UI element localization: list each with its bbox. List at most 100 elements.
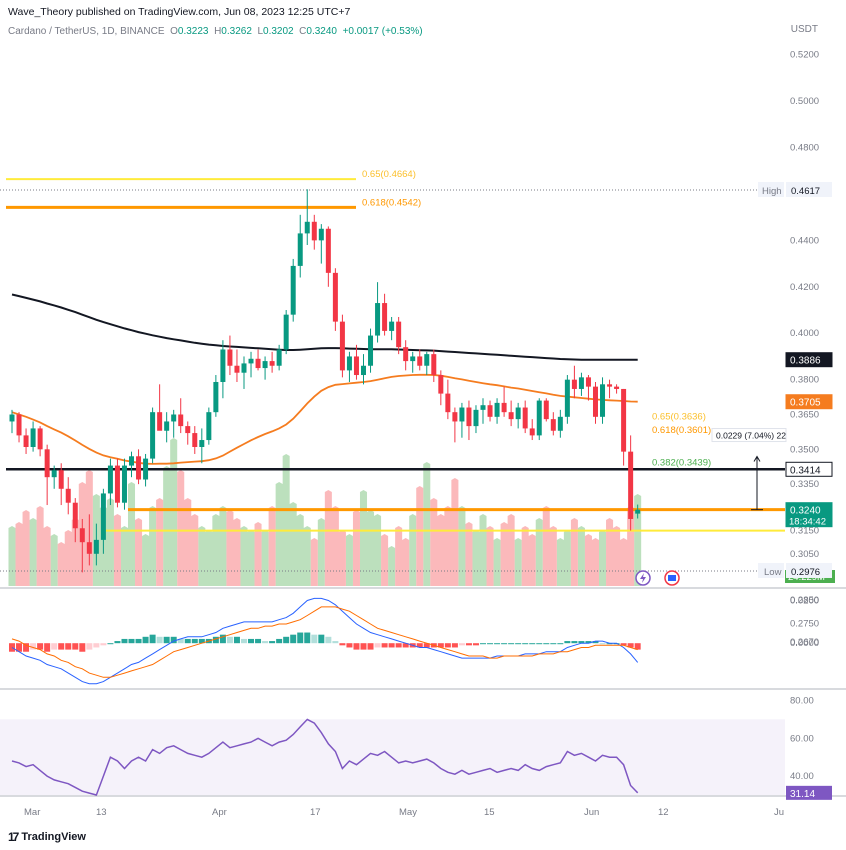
macd-histogram-bar xyxy=(599,643,606,645)
candle xyxy=(114,458,120,508)
candle-body xyxy=(213,381,219,413)
candle xyxy=(522,400,528,434)
candle xyxy=(543,398,549,422)
candle-body xyxy=(58,470,64,489)
high-label: H xyxy=(214,26,222,37)
candle-body xyxy=(614,386,620,389)
macd-histogram-bar xyxy=(395,643,402,648)
candle-body xyxy=(438,375,444,394)
macd-histogram-bar xyxy=(212,636,219,644)
candle xyxy=(297,214,303,278)
macd-histogram-bar xyxy=(634,643,641,650)
candle-body xyxy=(255,358,261,369)
candle xyxy=(44,444,50,506)
macd-histogram-bar xyxy=(79,643,86,652)
candle xyxy=(227,335,233,376)
macd-histogram-bar xyxy=(311,634,318,644)
candle xyxy=(410,351,416,373)
candle-body xyxy=(452,412,458,422)
candle-body xyxy=(86,542,92,554)
candle-body xyxy=(23,435,29,447)
candle xyxy=(480,398,486,424)
ema50-badge xyxy=(785,394,833,410)
macd-histogram-bar xyxy=(458,643,465,646)
ema200-badge xyxy=(785,352,833,368)
macd-histogram-bar xyxy=(184,638,191,644)
symbol-name[interactable]: Cardano / TetherUS, 1D, BINANCE xyxy=(8,26,165,37)
candle xyxy=(529,419,535,441)
price-axis-tick: 0.3800 xyxy=(790,375,819,386)
candle xyxy=(515,402,521,429)
candle-body xyxy=(220,349,226,382)
macd-histogram-bar xyxy=(508,643,515,645)
candle-body xyxy=(248,358,254,364)
macd-histogram-bar xyxy=(58,643,65,650)
macd-histogram-bar xyxy=(480,643,487,645)
candle-body xyxy=(480,405,486,410)
candle xyxy=(248,351,254,378)
rsi-axis-tick: 80.00 xyxy=(790,695,814,706)
macd-histogram-bar xyxy=(451,643,458,648)
candle xyxy=(487,400,493,422)
candle-body xyxy=(44,449,50,478)
macd-histogram-bar xyxy=(107,643,114,645)
measure-label-box xyxy=(711,428,787,443)
candle-body xyxy=(100,493,106,540)
candle xyxy=(417,349,423,371)
fib-065-label: 0.65(0.4664) xyxy=(362,169,416,180)
candle xyxy=(600,377,606,424)
time-axis-tick: Ju xyxy=(774,807,784,818)
change-value: +0.0017 (+0.53%) xyxy=(342,26,423,37)
candle xyxy=(635,504,641,519)
macd-histogram-bar xyxy=(501,643,508,645)
candle xyxy=(550,412,556,436)
candle-body xyxy=(515,407,521,420)
price-axis-tick: 0.2670 xyxy=(790,637,819,648)
candle xyxy=(452,407,458,443)
candle xyxy=(30,421,36,452)
candle-body xyxy=(206,412,212,441)
candle xyxy=(466,400,472,441)
candle-body xyxy=(114,465,120,503)
macd-histogram-bar xyxy=(465,643,472,646)
candle xyxy=(607,379,613,399)
time-axis-tick: May xyxy=(399,807,417,818)
candle-body xyxy=(65,488,71,503)
volume-down-area xyxy=(15,470,635,586)
macd-line xyxy=(11,597,639,685)
chart-canvas[interactable]: 0.52000.50000.48000.46000.44000.42000.40… xyxy=(0,0,846,828)
macd-histogram-bar xyxy=(381,643,388,648)
macd-histogram-bar xyxy=(142,636,149,644)
candle xyxy=(129,451,135,478)
macd-histogram-bar xyxy=(233,636,240,644)
macd-histogram-bar xyxy=(437,643,444,648)
candle xyxy=(431,349,437,382)
candle xyxy=(304,189,310,246)
price-axis-tick: 0.3650 xyxy=(790,409,819,420)
candle xyxy=(269,351,275,373)
macd-histogram-bar xyxy=(23,643,30,652)
candle xyxy=(557,409,563,438)
candle xyxy=(262,356,268,380)
candle-body xyxy=(171,414,177,422)
candle-body xyxy=(473,409,479,427)
candle-body xyxy=(79,528,85,543)
open-label: O xyxy=(170,26,178,37)
candle-body xyxy=(494,402,500,417)
candle xyxy=(459,402,465,438)
macd-histogram-bar xyxy=(37,643,44,650)
candle-body xyxy=(311,221,317,241)
macd-histogram-bar xyxy=(30,643,37,650)
macd-histogram-bar xyxy=(16,643,23,652)
price-axis-tick: 0.4200 xyxy=(790,282,819,293)
macd-histogram-bar xyxy=(388,643,395,648)
macd-histogram-bar xyxy=(536,643,543,645)
candle-body xyxy=(501,402,507,413)
candle xyxy=(621,388,627,466)
macd-histogram-bar xyxy=(353,643,360,650)
volume-up-area xyxy=(8,438,642,586)
candle xyxy=(150,407,156,464)
candle xyxy=(100,488,106,554)
macd-histogram-bar xyxy=(529,643,536,645)
candle-body xyxy=(417,356,423,366)
